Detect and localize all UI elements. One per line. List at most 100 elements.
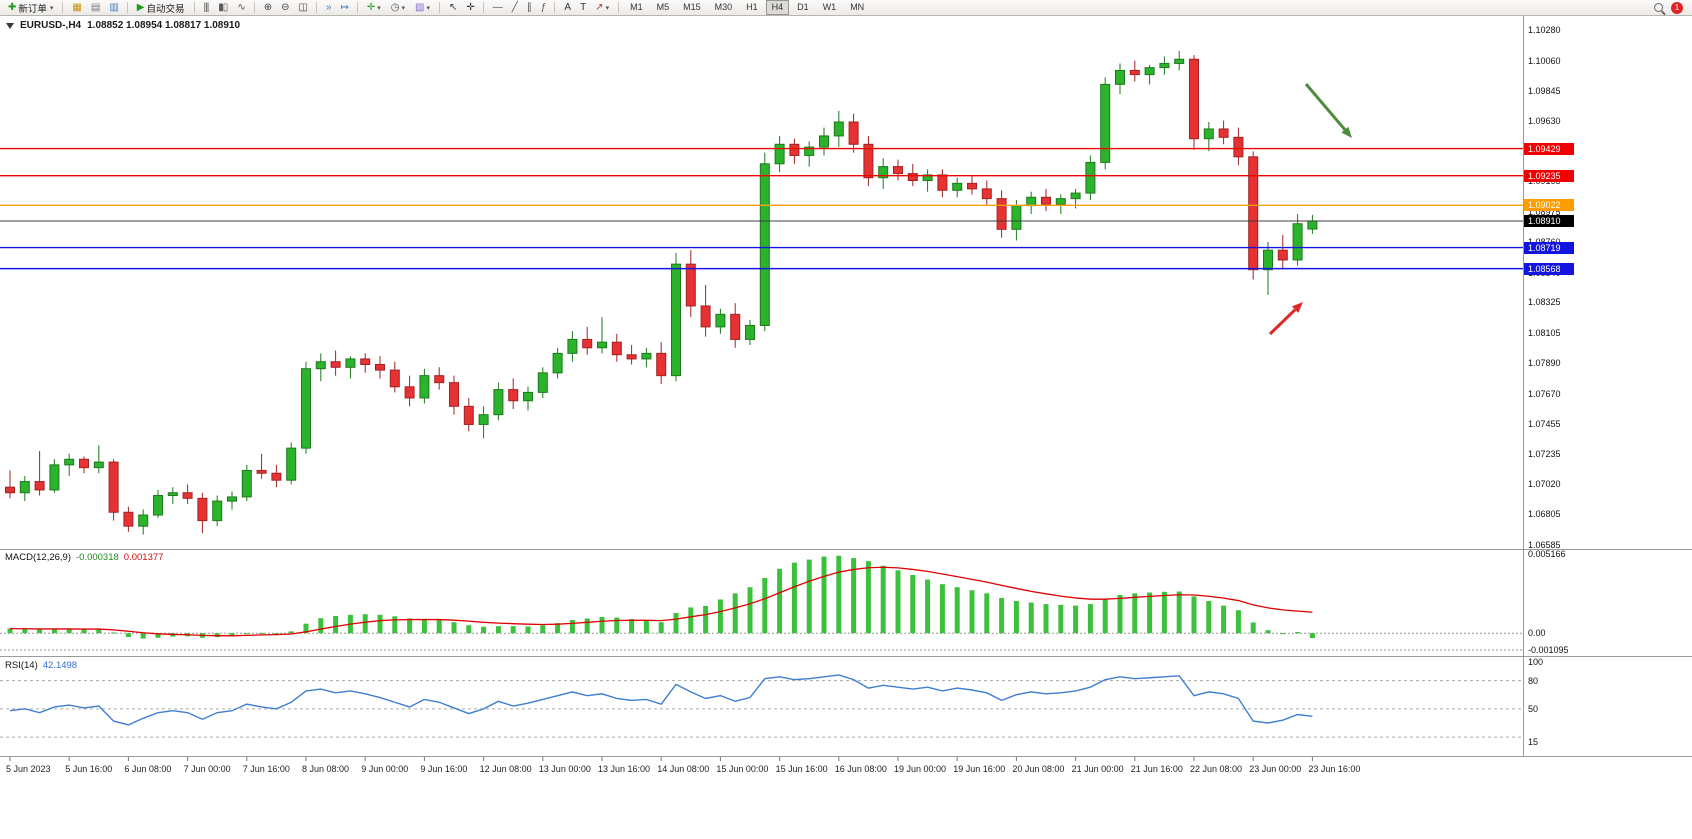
zoom-in-button[interactable]: ⊕: [259, 0, 276, 15]
price-axis-label: 1.08325: [1528, 297, 1561, 308]
bar-chart-mode-button[interactable]: |||: [199, 0, 214, 15]
time-axis-label: 21 Jun 16:00: [1130, 764, 1183, 774]
timeframe-w1[interactable]: W1: [822, 2, 837, 12]
charts-grid-icon: ▦: [72, 2, 82, 13]
arrows-button[interactable]: ↗ ▾: [590, 0, 614, 15]
candlestick-mode-button[interactable]: ▮▯: [213, 0, 232, 15]
timeframe-m15[interactable]: M15: [683, 2, 701, 12]
price-line-tag[interactable]: 1.08719: [1524, 241, 1574, 254]
time-axis-label: 13 Jun 16:00: [598, 764, 651, 774]
timeframe-m5[interactable]: M5: [656, 2, 670, 12]
charts-button[interactable]: ▦: [67, 0, 85, 15]
crosshair-button[interactable]: ✛: [461, 0, 478, 15]
panel-separator: [0, 656, 1692, 657]
tile-windows-button[interactable]: ◫: [293, 0, 311, 15]
chart-title: EURUSD-,H4 1.08852 1.08954 1.08817 1.089…: [6, 20, 240, 31]
timeframe-m30[interactable]: M30: [714, 2, 733, 12]
autotrading-play-icon: ▶: [136, 2, 145, 13]
rsi-axis-label: 80: [1528, 675, 1539, 686]
price-line-tag[interactable]: 1.08568: [1524, 262, 1574, 275]
macd-signal-value: 0.001377: [123, 552, 164, 563]
price-axis-label: 1.06805: [1528, 509, 1561, 520]
macd-main-value: -0.000318: [76, 552, 119, 563]
price-line-tag[interactable]: 1.08910: [1524, 214, 1574, 227]
panel-separator: [0, 756, 1692, 757]
rsi-value: 42.1498: [42, 660, 78, 671]
timeframe-mn[interactable]: MN: [850, 2, 865, 12]
horizontal-line-button[interactable]: —: [488, 0, 507, 15]
price-axis-label: 1.07670: [1528, 388, 1561, 399]
rsi-axis-label: 100: [1528, 656, 1544, 667]
periods-button[interactable]: ◷ ▾: [386, 0, 410, 15]
time-axis-label: 23 Jun 00:00: [1249, 764, 1302, 774]
equidistant-channel-button[interactable]: ∥: [522, 0, 536, 15]
price-axis-label: 1.07235: [1528, 449, 1561, 460]
time-axis: 5 Jun 2023 5 Jun 16:00 6 Jun 08:00 7 Jun 00…: [0, 757, 1692, 779]
toolbar-separator: [126, 2, 128, 13]
timeframe-d1[interactable]: D1: [797, 2, 809, 12]
toolbar-separator: [253, 2, 255, 13]
rsi-axis-label: 50: [1528, 703, 1539, 714]
toolbar-separator: [315, 2, 317, 13]
search-icon[interactable]: [1654, 3, 1663, 12]
price-axis-label: 1.09630: [1528, 115, 1561, 126]
periods-icon: ◷: [390, 2, 400, 13]
price-line-tag[interactable]: 1.09022: [1524, 199, 1574, 212]
horizontal-line-icon: —: [492, 2, 503, 13]
timeframe-m1[interactable]: M1: [630, 2, 643, 12]
caret-down-icon: ▾: [426, 4, 431, 12]
toolbar-separator: [62, 2, 64, 13]
profiles-button[interactable]: ▤: [86, 0, 104, 15]
line-chart-icon: ∿: [237, 2, 245, 13]
toolbar-separator: [482, 2, 484, 13]
auto-trading-button[interactable]: ▶ 自动交易: [132, 0, 190, 15]
zoom-out-icon: ⊖: [281, 2, 289, 13]
macd-panel-canvas[interactable]: [0, 550, 1523, 656]
toolbar-separator: [439, 2, 441, 13]
zoom-in-icon: ⊕: [263, 2, 272, 13]
indicators-button[interactable]: ✛ ▾: [362, 0, 386, 15]
text-label-button[interactable]: T: [575, 0, 590, 15]
cursor-button[interactable]: ↖: [444, 0, 461, 15]
axis-separator-line: [1523, 16, 1524, 756]
time-axis-label: 16 Jun 08:00: [834, 764, 887, 774]
horizontal-price-lines[interactable]: [0, 147, 1523, 270]
fibonacci-icon: ƒ: [540, 2, 546, 13]
one-click-trading-toggle[interactable]: [6, 22, 14, 29]
new-order-button[interactable]: ✚ 新订单 ▾: [3, 0, 58, 15]
new-order-button-label: 新订单: [18, 3, 47, 15]
price-line-tag[interactable]: 1.09429: [1524, 142, 1574, 155]
terminal-button[interactable]: ▥: [104, 0, 122, 15]
cursor-icon: ↖: [449, 2, 457, 13]
channel-icon: ∥: [526, 2, 532, 13]
auto-scroll-icon: »: [325, 2, 331, 13]
toolbar-separator: [554, 2, 556, 13]
notification-badge[interactable]: 1: [1671, 1, 1683, 14]
line-chart-mode-button[interactable]: ∿: [232, 0, 249, 15]
timeframe-h1[interactable]: H1: [746, 2, 758, 12]
caret-down-icon: ▾: [401, 4, 406, 12]
chart-shift-button[interactable]: ↦: [336, 0, 353, 15]
chart-ohlc: 1.08852 1.08954 1.08817 1.08910: [87, 20, 241, 31]
price-axis-label: 1.10060: [1528, 55, 1561, 66]
time-axis-label: 20 Jun 08:00: [1012, 764, 1065, 774]
time-axis-label: 15 Jun 00:00: [716, 764, 769, 774]
rsi-panel-canvas[interactable]: [0, 657, 1523, 756]
time-axis-label: 6 Jun 08:00: [124, 764, 172, 774]
timeframe-h4[interactable]: H4: [765, 0, 790, 15]
fibonacci-button[interactable]: ƒ: [536, 0, 551, 15]
main-chart-canvas[interactable]: [0, 16, 1523, 549]
profiles-icon: ▤: [90, 2, 101, 13]
price-line-tag[interactable]: 1.09235: [1524, 169, 1574, 182]
time-axis-label: 19 Jun 00:00: [894, 764, 947, 774]
green-down-arrow[interactable]: [1304, 83, 1352, 138]
candles-icon: ▮▯: [218, 2, 228, 13]
text-button[interactable]: A: [559, 0, 575, 15]
zoom-out-button[interactable]: ⊖: [276, 0, 293, 15]
time-axis-label: 19 Jun 16:00: [953, 764, 1006, 774]
auto-scroll-button[interactable]: »: [321, 0, 336, 15]
templates-button[interactable]: ▧ ▾: [410, 0, 435, 15]
red-up-arrow[interactable]: [1268, 302, 1303, 336]
trendline-button[interactable]: ╱: [507, 0, 522, 15]
